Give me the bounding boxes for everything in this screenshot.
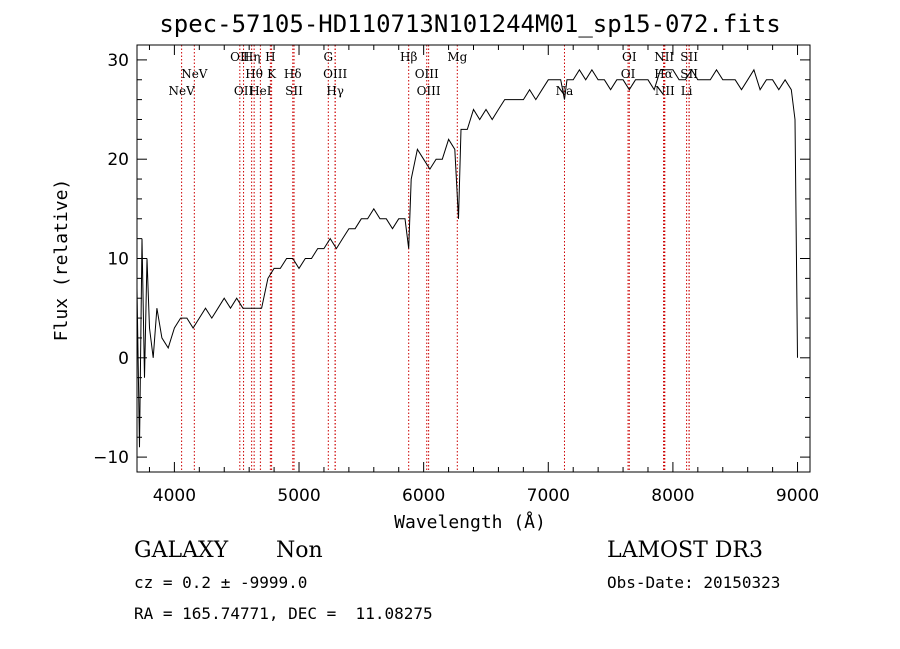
x-tick-label: 7000 <box>527 486 570 506</box>
y-tick-label: 30 <box>107 51 129 71</box>
x-tick-label: 9000 <box>776 486 819 506</box>
line-marker-label: Hγ <box>326 84 344 98</box>
line-marker-label: NeV <box>168 84 195 98</box>
line-marker-label: NII <box>655 84 675 98</box>
x-tick-label: 6000 <box>402 486 445 506</box>
y-tick-label: 10 <box>107 250 129 270</box>
line-marker-label: SII <box>285 84 303 98</box>
line-marker-label: NeV <box>181 67 208 81</box>
line-marker-label: K <box>267 67 277 81</box>
line-marker-label: OIII <box>417 84 441 98</box>
x-axis-ticks: 4000 5000 6000 7000 8000 9000 <box>148 45 819 506</box>
line-marker-label: Li <box>681 84 693 98</box>
redshift-readout: cz = 0.2 ± -9999.0 <box>134 573 308 592</box>
line-marker-label: HeI <box>249 84 272 98</box>
line-marker-label: Hδ <box>284 67 302 81</box>
coordinates-readout: RA = 165.74771, DEC = 11.08275 <box>134 604 433 623</box>
line-marker-label: G <box>324 50 334 64</box>
observation-date: Obs-Date: 20150323 <box>607 573 781 592</box>
line-marker-label: OI <box>622 50 637 64</box>
line-marker-label: Hβ <box>400 50 417 64</box>
object-subclass: Non <box>276 538 323 563</box>
line-marker-label: OI <box>621 67 636 81</box>
x-tick-label: 8000 <box>651 486 694 506</box>
line-marker-label: OII <box>234 84 254 98</box>
y-axis-label: Flux (relative) <box>51 179 72 342</box>
y-tick-label: 20 <box>107 150 129 170</box>
x-tick-label: 5000 <box>277 486 320 506</box>
line-marker-label: Hθ <box>245 67 263 81</box>
chart-title: spec-57105-HD110713N101244M01_sp15-072.f… <box>159 10 780 38</box>
line-marker-label: Mg <box>447 50 467 64</box>
line-marker-label: OIII <box>323 67 347 81</box>
line-marker-label: Hα <box>654 67 673 81</box>
spectrum-series-line <box>136 68 798 448</box>
object-class: GALAXY <box>134 538 229 563</box>
line-marker-label: SII <box>680 50 698 64</box>
survey-name: LAMOST DR3 <box>607 538 763 563</box>
line-marker-label: H <box>265 50 275 64</box>
y-axis-ticks: −10 0 10 20 30 <box>93 51 810 468</box>
line-marker-label: Na <box>556 84 574 98</box>
line-marker-label: Hη <box>243 50 261 64</box>
y-tick-label: 0 <box>118 349 129 369</box>
x-axis-label: Wavelength (Å) <box>394 511 546 533</box>
line-marker-label: NII <box>654 50 674 64</box>
y-tick-label: −10 <box>93 448 129 468</box>
x-tick-label: 4000 <box>153 486 196 506</box>
line-markers <box>181 45 690 472</box>
line-marker-label: OIII <box>415 67 439 81</box>
line-marker-label: OII <box>230 50 250 64</box>
